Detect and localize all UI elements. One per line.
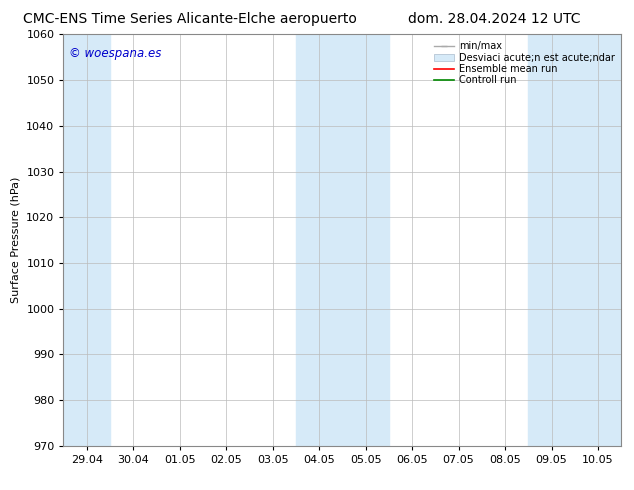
Legend: min/max, Desviaci acute;n est acute;ndar, Ensemble mean run, Controll run: min/max, Desviaci acute;n est acute;ndar… <box>432 39 616 87</box>
Bar <box>296 34 389 446</box>
Text: dom. 28.04.2024 12 UTC: dom. 28.04.2024 12 UTC <box>408 12 581 26</box>
Text: © woespana.es: © woespana.es <box>69 47 162 60</box>
Y-axis label: Surface Pressure (hPa): Surface Pressure (hPa) <box>11 177 21 303</box>
Text: CMC-ENS Time Series Alicante-Elche aeropuerto: CMC-ENS Time Series Alicante-Elche aerop… <box>23 12 357 26</box>
Bar <box>528 34 621 446</box>
Bar <box>63 34 110 446</box>
